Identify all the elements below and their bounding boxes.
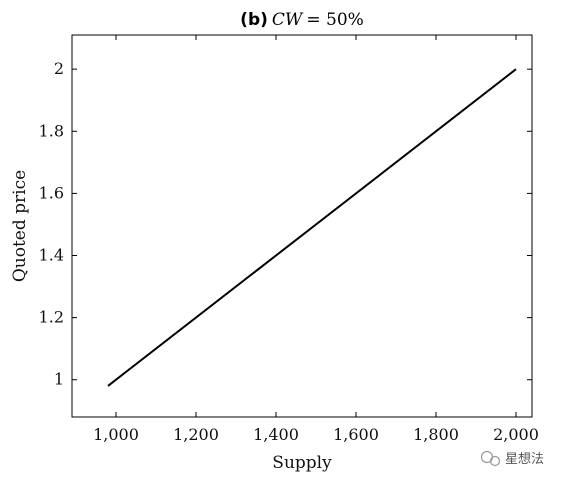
y-axis-label: Quoted price [10,170,30,282]
x-tick-label: 1,800 [413,425,459,444]
y-tick-label: 2 [54,59,64,78]
series-line [107,68,517,387]
x-tick-label: 1,400 [253,425,299,444]
plot-area-frame [71,34,533,418]
y-tick-label: 1.2 [39,308,64,327]
x-tick-label: 1,000 [93,425,139,444]
series-group [107,68,517,387]
y-tick-label: 1 [54,370,64,389]
axis-ticks: 1,000 1,200 1,400 1,600 1,800 2,000 1 1.2 1.4 1.6… [39,35,539,444]
watermark: 星想法 [480,450,544,467]
chart-title: (b) CW = 50% [240,10,364,30]
x-tick-label: 2,000 [493,425,539,444]
chart-title-math: CW [272,10,304,30]
y-tick-label: 1.8 [39,121,64,140]
chart-title-prefix: (b) [240,10,268,30]
y-tick-label: 1.4 [39,246,64,265]
chart-title-rest: = 50% [306,10,363,30]
x-tick-label: 1,600 [333,425,379,444]
watermark-logo-icon [480,450,501,467]
watermark-text: 星想法 [505,451,544,467]
y-tick-label: 1.6 [39,183,64,202]
x-tick-label: 1,200 [173,425,219,444]
x-axis-label: Supply [272,453,332,473]
